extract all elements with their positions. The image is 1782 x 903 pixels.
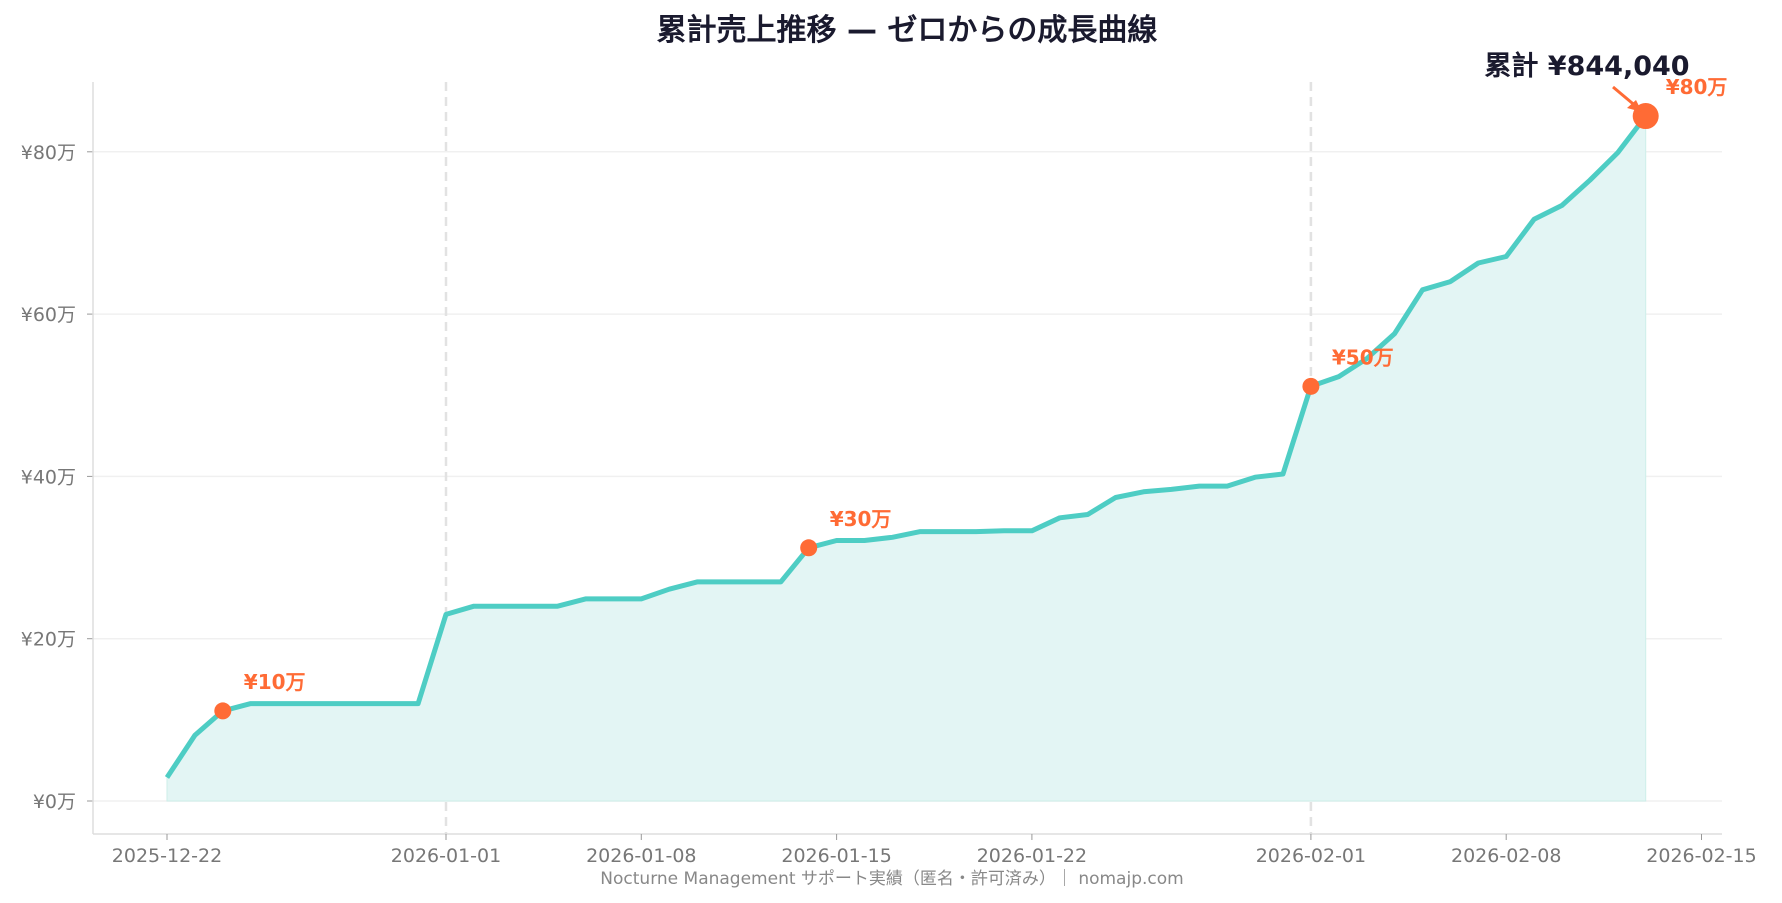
- x-tick-label: 2026-01-01: [391, 845, 501, 867]
- milestone-label: ¥30万: [830, 507, 892, 531]
- x-tick-label: 2026-01-15: [781, 845, 891, 867]
- milestone-marker: [214, 702, 232, 720]
- arrow-icon: [1612, 85, 1642, 112]
- x-tick-label: 2026-02-08: [1451, 845, 1561, 867]
- x-tick-label: 2026-02-01: [1256, 845, 1366, 867]
- y-tick-label: ¥80万: [21, 142, 76, 164]
- chart-title: 累計売上推移 — ゼロからの成長曲線: [657, 13, 1158, 48]
- x-tick-label: 2026-01-08: [586, 845, 696, 867]
- area-fill: [166, 114, 1647, 802]
- milestone-label: ¥10万: [244, 670, 306, 694]
- milestone-label: ¥50万: [1332, 345, 1394, 369]
- y-tick-label: ¥60万: [21, 304, 76, 326]
- y-tick-label: ¥40万: [21, 466, 76, 488]
- axes: ¥0万 ¥20万 ¥40万 ¥60万 ¥80万 2025-12-22 2026-01-01 2…: [21, 82, 1757, 867]
- y-tick-label: ¥0万: [33, 791, 76, 813]
- milestone-marker: [1302, 377, 1320, 395]
- x-tick-label: 2026-01-22: [977, 845, 1087, 867]
- y-tick-label: ¥20万: [21, 629, 76, 651]
- milestone-label: ¥80万: [1666, 75, 1728, 99]
- total-annotation: 累計 ¥844,040: [1484, 50, 1689, 82]
- milestone-markers: ¥10万 ¥30万 ¥50万 ¥80万: [214, 75, 1728, 720]
- x-tick-label: 2026-02-15: [1646, 845, 1756, 867]
- series-line: [164, 114, 1648, 779]
- footer-credit: Nocturne Management サポート実績（匿名・許可済み）｜ nom…: [600, 869, 1183, 889]
- x-tick-label: 2025-12-22: [112, 845, 222, 867]
- milestone-marker: [800, 539, 818, 557]
